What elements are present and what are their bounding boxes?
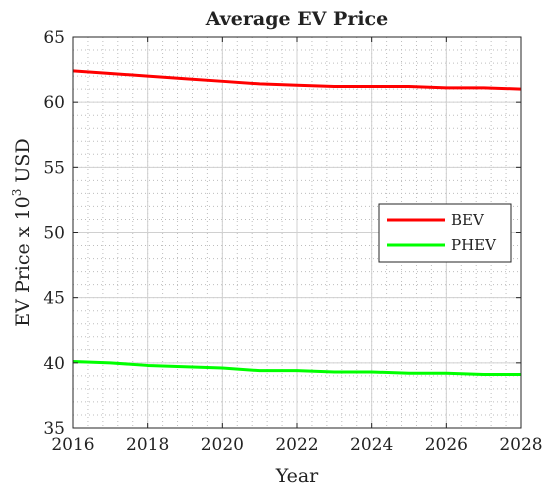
x-tick-label: 2024 [350,435,393,455]
y-axis-title: EV Price x 103 USD [10,138,34,326]
y-tick-labels: 35 40 45 50 55 60 65 [43,28,65,439]
legend-entries: BEV PHEV [387,211,497,254]
chart-title: Average EV Price [205,8,388,30]
legend-box [378,203,512,263]
legend-label-phev: PHEV [451,236,497,254]
x-tick-label: 2022 [275,435,318,455]
legend: BEV PHEV [378,203,512,263]
y-axis-title-prefix: EV Price x 10 [12,196,34,326]
series-layer [72,69,522,377]
ticks-layer [72,36,522,429]
y-tick-label: 55 [43,158,65,178]
x-tick-label: 2026 [425,435,468,455]
x-axis-title: Year [275,465,319,487]
major-grid [73,37,521,428]
series-line-phev [72,360,521,377]
legend-label-bev: BEV [451,211,485,229]
x-tick-label: 2018 [126,435,169,455]
y-tick-label: 50 [43,224,65,244]
x-tick-label: 2028 [499,435,542,455]
y-tick-label: 40 [43,354,65,374]
y-axis-title-suffix: USD [12,138,34,188]
y-tick-label: 45 [43,289,65,309]
y-tick-label: 60 [43,93,65,113]
x-tick-labels: 2016 2018 2020 2022 2024 2026 2028 [51,435,542,455]
y-tick-label: 65 [43,28,65,48]
series-line-bev [72,69,522,91]
y-tick-label: 35 [43,419,65,439]
x-tick-label: 2020 [201,435,244,455]
y-axis-title-exponent: 3 [10,189,24,197]
x-tick-label: 2016 [51,435,94,455]
